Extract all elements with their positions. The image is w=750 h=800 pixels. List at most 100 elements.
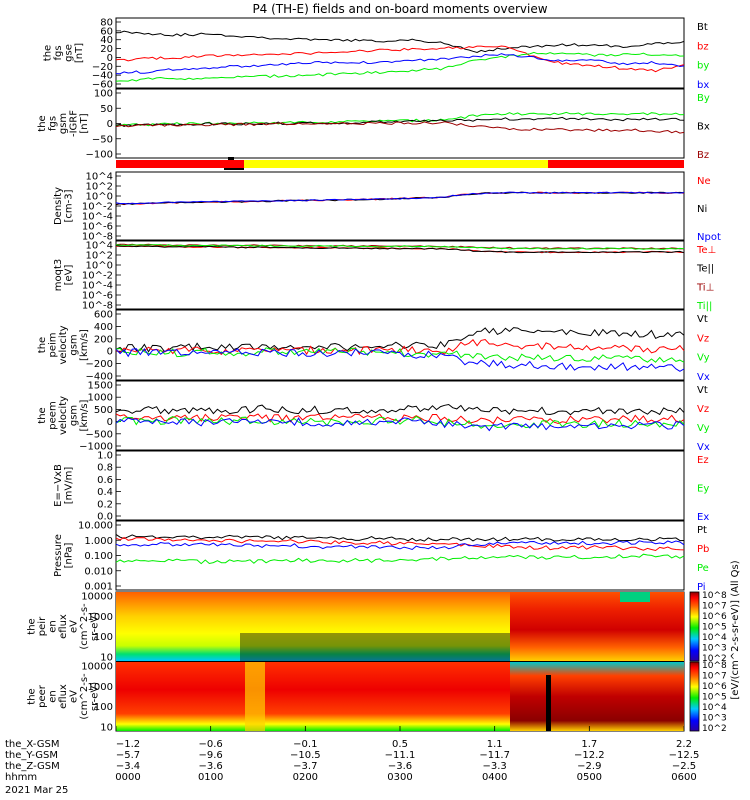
colorbar-tick-label: 10^2 [702,724,727,734]
series-Pt [115,533,685,542]
y-axis-label: [nT] [74,43,85,63]
y-tick-label: 10^-2 [82,202,113,213]
y-axis-label: eflux [58,614,69,639]
y-tick-label: 100 [94,702,113,713]
colorbar-tick-label: 10^7 [702,602,727,612]
legend-Ez: Ez [697,455,709,466]
y-axis-label: gse [63,44,74,62]
colorbar-tick-label: 10^8 [702,591,727,601]
series-Vy [115,347,685,363]
y-tick-label: 1000 [88,682,113,693]
panel-temperature: 10^410^210^010^-210^-410^-610^-8 moqt3 [eV… [53,240,716,312]
legend-bx: bx [697,80,709,91]
x-axis-row-label: the_X-GSM [5,739,59,750]
y-axis-label: peer [37,684,48,708]
y-axis-label: [km/s] [79,399,90,431]
y-axis-label: [mV/m] [63,467,74,505]
y-tick-label: 0 [107,417,113,428]
y-axis-label: sr-eV) [90,612,101,641]
x-axis-value: 0300 [387,772,412,783]
y-tick-label: 10^-4 [82,212,113,223]
colorbar-tick-label: 10^3 [702,714,727,724]
y-axis-label: velocity [58,396,69,435]
y-tick-label: 0 [107,347,113,358]
colorbar-tick-label: 10^6 [702,612,727,622]
series-Vt [115,327,685,353]
x-axis-value: 2.2 [676,739,692,750]
y-tick-label: 0.6 [97,475,113,486]
series-Bt [115,30,685,54]
y-tick-label: 1000 [88,393,113,404]
y-tick-label: −1000 [79,442,113,453]
x-axis-value: −1.2 [116,739,140,750]
panel-frame [115,240,685,310]
y-tick-label: 60 [100,26,113,37]
legend-Vz: Vz [697,333,709,344]
series-Ti|| [115,244,685,250]
y-tick-label: 10 [100,653,113,664]
panel-frame [115,88,685,159]
panel-fgs_gsm: 100 50 0 −50 −100 the fgs gsm -IGRF [nT] By Bx Bz [37,88,710,161]
y-tick-label: −60 [92,80,113,91]
electron-spectrogram-fill [116,662,684,731]
colorbar-tick-label: 10^5 [702,693,727,703]
legend-Te||: Te|| [696,264,714,275]
y-axis-label: fgs [53,45,64,60]
y-axis-label: the [37,337,48,353]
y-axis-label: [cm-3] [63,189,74,222]
legend-by: by [697,61,709,72]
figure-title: P4 (TH-E) fields and on-board moments ov… [252,2,547,16]
x-axis-value: 0.5 [392,739,408,750]
y-tick-label: 0.8 [97,463,113,474]
y-axis-label: peem [48,401,59,429]
legend-Vt: Vt [697,385,708,396]
y-tick-label: 1.000 [84,536,113,547]
y-axis-label: (cm^2-s- [79,603,90,650]
y-axis-label: velocity [58,325,69,364]
colorbar-tick-label: 10^6 [702,682,727,692]
colorbar-label: [eV/(cm^2-s-sr-eV)] (All Qs) [730,560,741,699]
series-Vx [115,348,685,372]
y-tick-label: 20 [100,44,113,55]
y-axis-label: peim [48,332,59,357]
x-axis-value: −2.5 [672,761,696,772]
series-by [115,51,685,82]
legend-Pe: Pe [697,563,709,574]
y-axis-label: [nPa] [63,542,74,568]
y-tick-label: 0.4 [97,487,113,498]
y-tick-label: −40 [92,71,113,82]
y-tick-label: 0 [107,53,113,64]
y-axis-label: gsm [58,113,69,134]
colorbar-tick-label: 10^8 [702,661,727,671]
legend-Bx: Bx [697,122,710,133]
y-axis-label: peir [37,616,48,636]
y-tick-label: −500 [86,429,113,440]
x-axis-value: −3.6 [199,761,223,772]
y-axis-label: the [27,688,38,704]
series-Vx [115,417,685,432]
y-tick-label: 10^0 [86,261,113,272]
x-axis-row-label: hhmm [5,772,37,783]
y-axis-label: (cm^2-s- [79,673,90,720]
y-tick-label: 600 [94,310,113,321]
legend-Vx: Vx [697,442,710,453]
series-Bz [115,121,685,134]
y-tick-label: 1500 [88,381,113,392]
y-tick-label: 1000 [88,612,113,623]
x-axis-value: 0600 [671,772,696,783]
y-axis-label: E=−VxB [53,464,64,507]
panel-density: 10^410^210^010^-210^-410^-610^-8 Density[… [53,171,721,243]
x-axis-value: −2.9 [577,761,601,772]
x-axis-value: −9.6 [199,750,223,761]
panel-frame [115,450,685,521]
y-tick-label: 10 [100,723,113,734]
legend-Vz: Vz [697,404,709,415]
legend-Pi: Pi [697,582,706,593]
x-axis-value: −11.7 [479,750,510,761]
y-tick-label: 10^0 [86,192,113,203]
y-tick-label: 0.001 [84,582,113,593]
x-axis-value: −5.7 [116,750,140,761]
x-axis-value: −0.6 [199,739,223,750]
